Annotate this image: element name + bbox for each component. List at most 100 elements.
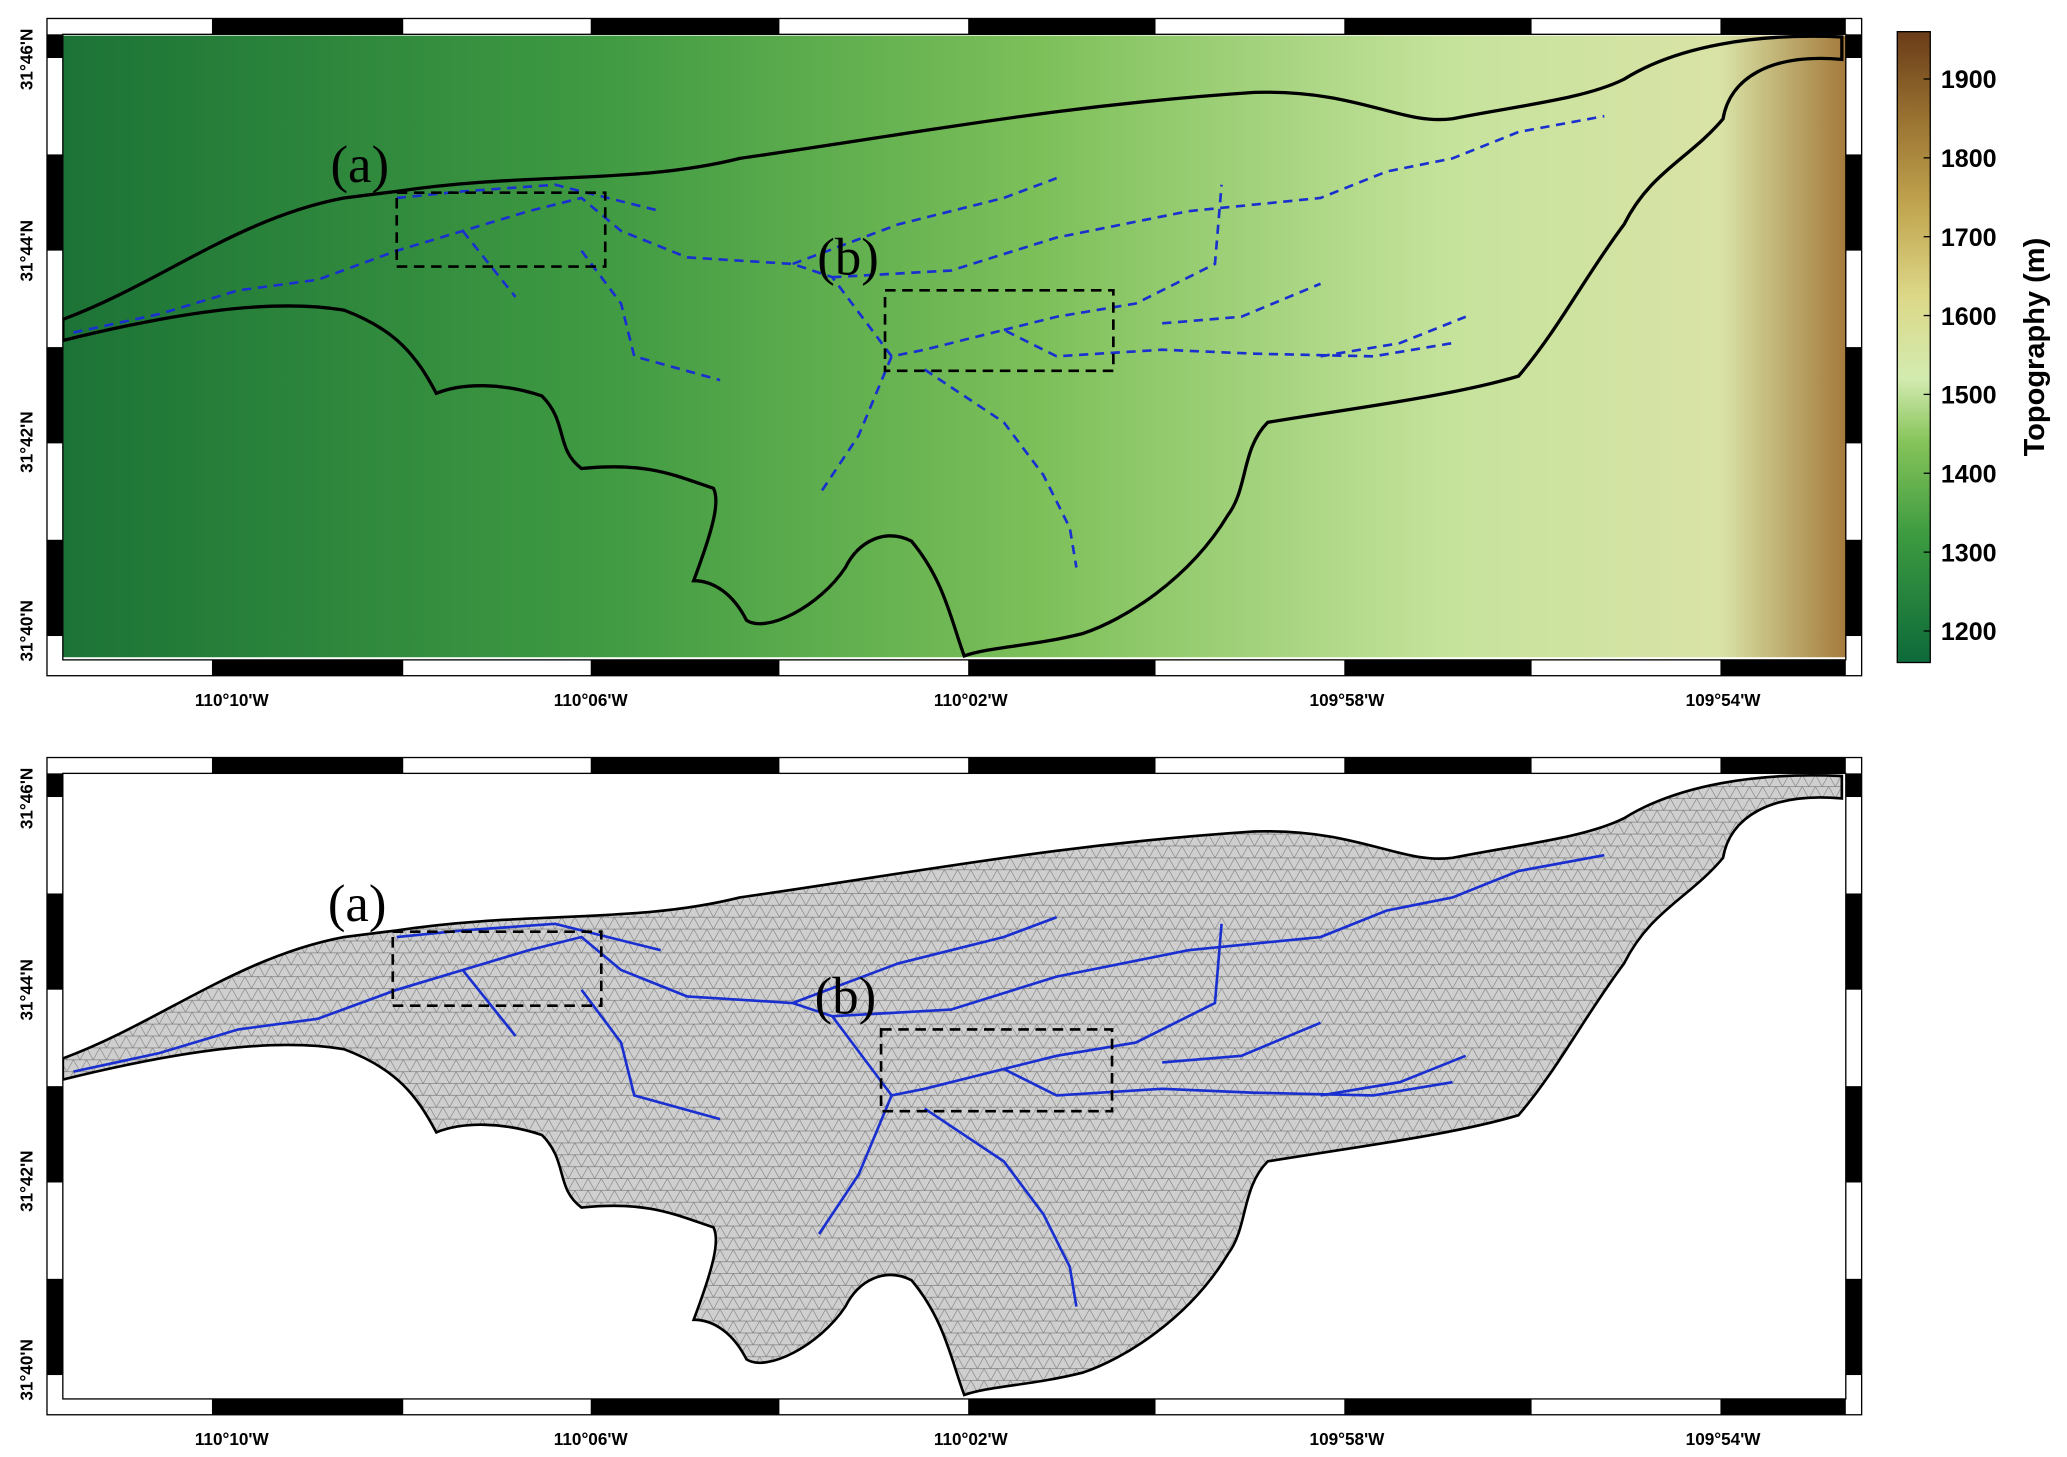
label-b: (b) bbox=[815, 968, 877, 1026]
frame-bar bbox=[46, 34, 63, 59]
x-tick-label: 110°02'W bbox=[934, 1429, 1009, 1449]
frame-bar bbox=[590, 1398, 780, 1415]
frame-bar bbox=[62, 757, 212, 774]
frame-bar bbox=[1155, 659, 1345, 676]
frame-bar bbox=[46, 773, 63, 798]
box-b bbox=[879, 1028, 1114, 1113]
frame-bar bbox=[46, 443, 63, 540]
frame-bar bbox=[46, 250, 63, 348]
frame-bar bbox=[1845, 773, 1862, 798]
frame-bar bbox=[1344, 757, 1532, 774]
y-tick-label: 31°44'N bbox=[16, 959, 36, 1020]
mesh-domain bbox=[61, 774, 1844, 1397]
frame-bar bbox=[1845, 58, 1862, 155]
frame-bar bbox=[211, 1398, 404, 1415]
label-b: (b) bbox=[817, 229, 879, 287]
frame bbox=[46, 756, 1863, 1416]
frame-bar bbox=[46, 1375, 63, 1399]
y-tick-label: 31°46'N bbox=[16, 768, 36, 829]
x-tick-label: 109°58'W bbox=[1310, 1429, 1386, 1449]
frame-bar bbox=[46, 347, 63, 444]
frame-bar bbox=[211, 757, 404, 774]
frame-bar bbox=[1344, 18, 1532, 35]
frame-bar bbox=[1531, 757, 1721, 774]
colorbar-frame bbox=[1896, 31, 1931, 664]
frame-bar bbox=[62, 18, 212, 35]
colorbar-tick-label: 1300 bbox=[1941, 539, 1997, 567]
frame-bar bbox=[46, 1086, 63, 1183]
colorbar-tick-label: 1400 bbox=[1941, 460, 1997, 488]
bottom-map: (a) (b) bbox=[61, 774, 1844, 1397]
frame-bar bbox=[46, 989, 63, 1087]
x-tick-label: 110°02'W bbox=[934, 690, 1009, 710]
frame-bar bbox=[1845, 34, 1862, 59]
y-tick-label: 31°42'N bbox=[16, 411, 36, 472]
frame-bar bbox=[1845, 797, 1862, 894]
frame-bar bbox=[1720, 18, 1846, 35]
frame-bar bbox=[1845, 1278, 1862, 1376]
frame-bar bbox=[1155, 18, 1345, 35]
x-tick-label: 110°06'W bbox=[554, 690, 629, 710]
y-tick-label: 31°44'N bbox=[16, 220, 36, 281]
frame-bar bbox=[46, 1182, 63, 1279]
y-tick-label: 31°42'N bbox=[16, 1150, 36, 1211]
frame-bar bbox=[1155, 757, 1345, 774]
frame-bar bbox=[1720, 659, 1846, 676]
frame-inner bbox=[62, 33, 1847, 661]
frame-bar bbox=[46, 539, 63, 637]
colorbar-tick-label: 1500 bbox=[1941, 382, 1997, 410]
frame-bar bbox=[1344, 1398, 1532, 1415]
top-map: (a) (b) Topography (m) bbox=[61, 31, 2051, 663]
frame-bar bbox=[779, 659, 969, 676]
frame-bar bbox=[1845, 250, 1862, 348]
terrain bbox=[62, 35, 1846, 658]
frame-bar bbox=[1845, 1182, 1862, 1279]
frame-bar bbox=[403, 18, 591, 35]
colorbar-tick-label: 1600 bbox=[1941, 303, 1997, 331]
x-tick-label: 110°10'W bbox=[195, 690, 270, 710]
frame-bar bbox=[62, 659, 212, 676]
frame-bar bbox=[1845, 989, 1862, 1087]
frame-bar bbox=[590, 659, 780, 676]
colorbar-tick-label: 1800 bbox=[1941, 145, 1997, 173]
x-tick-label: 110°10'W bbox=[195, 1429, 270, 1449]
x-tick-label: 110°06'W bbox=[554, 1429, 629, 1449]
frame-bar bbox=[46, 797, 63, 894]
frame-bar bbox=[1720, 757, 1846, 774]
colorbar bbox=[1897, 31, 1931, 663]
frame-bar bbox=[62, 1398, 212, 1415]
frame-bar bbox=[403, 1398, 591, 1415]
frame-bar bbox=[46, 1278, 63, 1376]
frame-bar bbox=[1845, 154, 1862, 251]
label-a: (a) bbox=[328, 875, 387, 933]
frame-bar bbox=[211, 18, 404, 35]
frame-bar bbox=[1155, 1398, 1345, 1415]
x-tick-label: 109°54'W bbox=[1686, 1429, 1762, 1449]
frame-bar bbox=[211, 659, 404, 676]
frame-bar bbox=[1531, 1398, 1721, 1415]
frame-bar bbox=[779, 18, 969, 35]
frame-bar bbox=[1845, 539, 1862, 637]
x-tick-label: 109°54'W bbox=[1686, 690, 1762, 710]
y-tick-label: 31°40'N bbox=[16, 1339, 36, 1400]
frame-inner bbox=[62, 772, 1847, 1400]
frame-bar bbox=[1845, 893, 1862, 990]
colorbar-tick-label: 1200 bbox=[1941, 618, 1997, 646]
colorbar-label: Topography (m) bbox=[2019, 238, 2051, 457]
frame-bar bbox=[590, 18, 780, 35]
frame-bar bbox=[46, 893, 63, 990]
frame-bar bbox=[1531, 18, 1721, 35]
frame-bar bbox=[590, 757, 780, 774]
frame-bar bbox=[1344, 659, 1532, 676]
frame-bar bbox=[968, 757, 1156, 774]
frame-bar bbox=[779, 757, 969, 774]
frame-bar bbox=[403, 757, 591, 774]
colorbar-tick-label: 1700 bbox=[1941, 224, 1997, 252]
frame-bar bbox=[968, 18, 1156, 35]
box-a bbox=[391, 930, 603, 1007]
y-tick-label: 31°46'N bbox=[16, 29, 36, 90]
colorbar-tick-label: 1900 bbox=[1941, 66, 1997, 94]
frame-bar bbox=[1845, 347, 1862, 444]
